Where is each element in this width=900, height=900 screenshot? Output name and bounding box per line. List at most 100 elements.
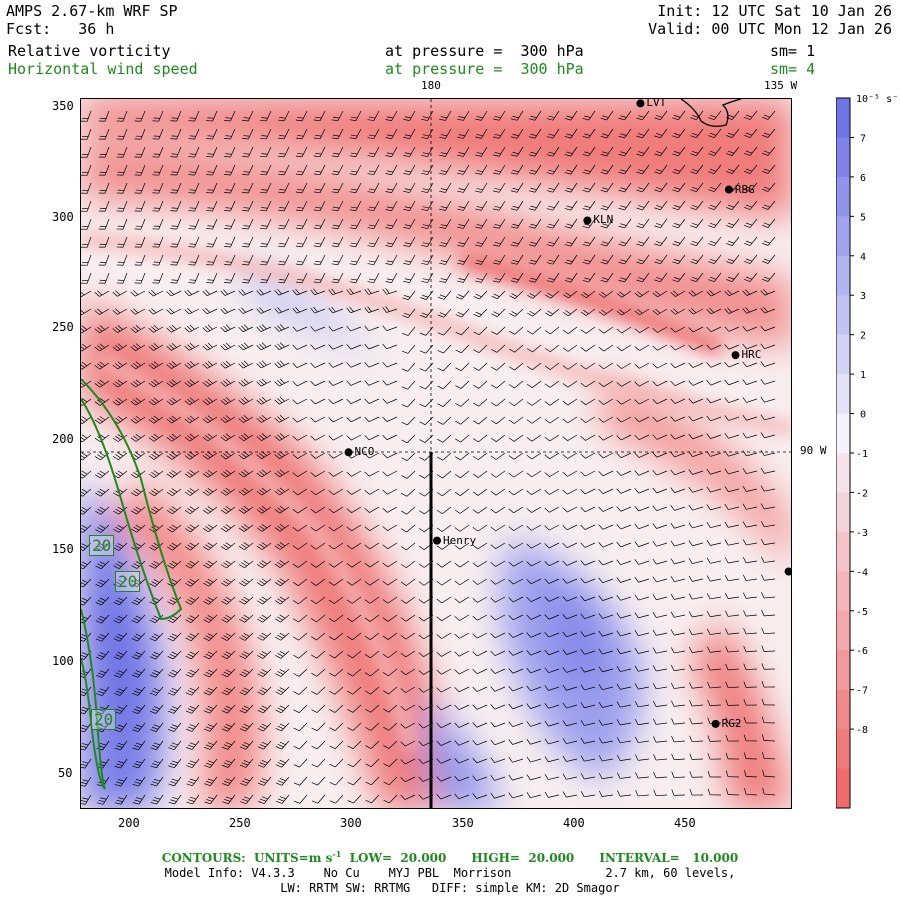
wind-barb bbox=[257, 776, 272, 786]
wind-barb bbox=[98, 254, 110, 266]
wind-barb bbox=[616, 666, 632, 672]
wind-barb bbox=[508, 434, 524, 442]
wind-barb bbox=[259, 128, 272, 140]
wind-barb bbox=[188, 200, 200, 212]
wind-barb bbox=[346, 434, 362, 441]
wind-barb bbox=[203, 686, 218, 696]
wind-barb bbox=[527, 290, 542, 299]
wind-barb bbox=[706, 326, 722, 333]
wind-barb bbox=[582, 128, 596, 139]
wind-barb bbox=[364, 398, 380, 404]
wind-barb bbox=[654, 164, 668, 175]
wind-barb bbox=[689, 700, 704, 707]
wind-barb bbox=[688, 558, 704, 564]
wind-barb bbox=[81, 506, 92, 515]
wind-barb bbox=[688, 646, 704, 653]
wind-barb bbox=[310, 470, 326, 477]
wind-barb bbox=[544, 738, 560, 745]
wind-barb bbox=[277, 146, 290, 158]
wind-barb bbox=[724, 433, 740, 439]
wind-barb bbox=[743, 592, 758, 599]
wind-barb bbox=[277, 218, 290, 230]
wind-barb bbox=[81, 488, 92, 497]
wind-barb bbox=[347, 740, 362, 749]
wind-barb bbox=[725, 734, 740, 742]
wind-barb bbox=[439, 146, 452, 157]
wind-barb bbox=[490, 506, 506, 514]
wind-barb bbox=[508, 560, 524, 567]
wind-barb bbox=[508, 703, 524, 710]
wind-barb bbox=[256, 378, 272, 387]
wind-barb bbox=[148, 290, 164, 297]
wind-barb bbox=[116, 272, 128, 284]
wind-barb bbox=[618, 164, 632, 175]
wind-barb bbox=[600, 128, 614, 139]
wind-barb bbox=[454, 560, 470, 568]
wind-barb bbox=[744, 787, 758, 796]
wind-barb bbox=[726, 218, 740, 228]
wind-barb bbox=[184, 415, 200, 424]
wind-barb bbox=[98, 272, 110, 284]
wind-barb bbox=[616, 470, 632, 476]
wind-barb bbox=[220, 487, 236, 496]
wind-barb bbox=[671, 789, 686, 796]
wind-barb bbox=[202, 397, 218, 405]
wind-barb bbox=[526, 685, 542, 692]
wind-barb bbox=[421, 128, 434, 139]
colorbar-segment bbox=[836, 216, 850, 257]
wind-barb bbox=[238, 542, 254, 551]
wind-barb bbox=[636, 110, 650, 121]
wind-barb bbox=[242, 146, 254, 158]
wind-barb bbox=[204, 794, 218, 805]
wind-barb bbox=[132, 704, 146, 714]
wind-barb bbox=[706, 451, 722, 457]
wind-barb bbox=[238, 324, 254, 333]
wind-barb bbox=[706, 397, 722, 404]
station-dot bbox=[344, 448, 353, 457]
wind-barb bbox=[616, 452, 632, 459]
wind-barb bbox=[116, 182, 128, 194]
wind-barb bbox=[112, 343, 128, 352]
wind-barb bbox=[220, 415, 236, 424]
wind-barb bbox=[421, 254, 434, 265]
wind-barb bbox=[259, 182, 272, 194]
wind-barb bbox=[672, 110, 686, 121]
wind-barb bbox=[457, 254, 470, 265]
colorbar-unit: 10⁻⁵ s⁻¹ bbox=[856, 94, 900, 105]
wind-barb bbox=[544, 506, 560, 513]
colorbar-label: 1 bbox=[860, 370, 866, 381]
y-tick-150: 150 bbox=[52, 542, 74, 556]
wind-barb bbox=[490, 398, 506, 407]
wind-barb bbox=[346, 560, 362, 568]
wind-barb bbox=[310, 596, 326, 605]
wind-barb bbox=[670, 290, 686, 297]
wind-barb bbox=[257, 722, 272, 732]
init-time: Init: 12 UTC Sat 10 Jan 26 bbox=[657, 2, 892, 20]
wind-barb bbox=[562, 326, 578, 334]
wind-barb bbox=[81, 146, 92, 158]
contours-label: CONTOURS: UNITS=m s bbox=[161, 851, 333, 865]
wind-barb bbox=[148, 470, 164, 478]
wind-barb bbox=[475, 200, 488, 211]
wind-barb bbox=[132, 740, 146, 751]
wind-barb bbox=[403, 110, 416, 121]
wind-barb bbox=[98, 146, 110, 158]
wind-barb bbox=[564, 200, 578, 211]
wind-barb bbox=[652, 700, 668, 707]
wind-barb bbox=[598, 595, 614, 601]
wind-barb bbox=[652, 594, 668, 601]
wind-barb bbox=[419, 308, 434, 318]
wind-barb bbox=[166, 324, 182, 333]
wind-barb bbox=[634, 416, 650, 423]
wind-barb bbox=[472, 614, 488, 621]
wind-barb bbox=[364, 488, 380, 495]
wind-barb bbox=[81, 596, 92, 606]
wind-barb bbox=[131, 668, 146, 678]
wind-barb bbox=[545, 290, 560, 299]
wind-barb bbox=[113, 668, 128, 678]
wind-barb bbox=[544, 416, 560, 424]
wind-barb bbox=[81, 236, 92, 248]
wind-barb bbox=[310, 326, 326, 332]
wind-barb bbox=[401, 434, 416, 444]
wind-barb bbox=[258, 794, 272, 804]
